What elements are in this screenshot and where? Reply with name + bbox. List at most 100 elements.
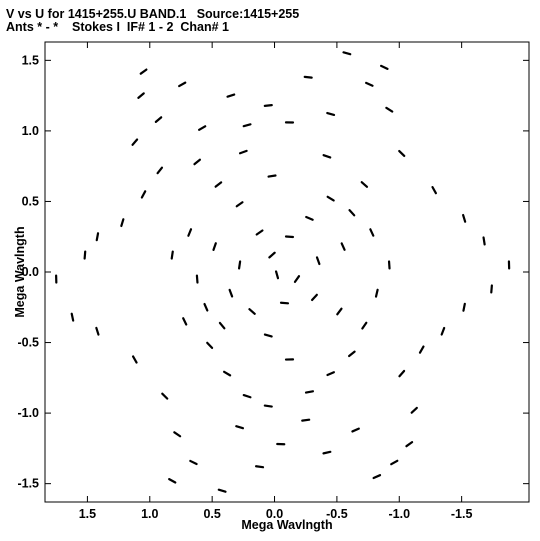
uv-point	[263, 333, 273, 338]
uv-point	[490, 284, 493, 294]
uv-point	[237, 260, 242, 270]
uv-point	[360, 181, 369, 188]
uv-point	[187, 228, 193, 237]
uv-point	[140, 190, 147, 199]
uv-point	[462, 302, 466, 312]
uv-point	[369, 228, 375, 237]
uv-point	[255, 229, 264, 236]
y-tick-label: -1.5	[17, 477, 39, 491]
plot-subtitle: Ants * - * Stokes I IF# 1 - 2 Chan# 1	[6, 20, 229, 34]
uv-point	[348, 350, 356, 358]
uv-point	[374, 288, 379, 298]
uv-point	[139, 68, 148, 75]
uv-point	[462, 213, 467, 223]
x-tick-label: -1.0	[388, 507, 410, 521]
uv-point	[267, 174, 277, 178]
plot-title: V vs U for 1415+255.U BAND.1 Source:1415…	[6, 7, 300, 21]
uv-point	[226, 93, 236, 98]
uv-point	[365, 81, 374, 87]
uv-point	[336, 307, 343, 316]
uv-point	[189, 459, 198, 466]
uv-point	[161, 392, 169, 400]
uv-point	[315, 256, 321, 266]
uv-point	[263, 104, 273, 107]
uv-point	[310, 293, 318, 302]
uv-point	[154, 116, 163, 123]
y-tick-label: 0.5	[22, 194, 39, 208]
uv-point	[304, 390, 314, 394]
uv-point	[342, 51, 352, 56]
uv-point	[398, 149, 406, 158]
axis-tick-labels: 1.5 1.0 0.5 0.0 -0.5 -1.0 -1.5 1.5 1.0 0.5 0.0 -0.5…	[17, 53, 472, 521]
uv-point	[173, 431, 182, 438]
uv-point	[131, 138, 139, 146]
uv-point	[303, 75, 313, 79]
uv-point	[380, 64, 389, 71]
uv-point	[137, 92, 145, 99]
uv-point	[301, 418, 311, 422]
uv-point	[398, 369, 406, 378]
uv-point	[182, 317, 188, 326]
uv-point	[212, 242, 217, 252]
uv-point	[95, 232, 100, 242]
uv-point	[170, 250, 174, 260]
uv-point	[168, 478, 177, 484]
uv-point	[279, 301, 290, 305]
uv-point	[372, 474, 382, 480]
uv-point	[214, 181, 223, 188]
x-tick-label: -1.5	[451, 507, 473, 521]
uv-point	[218, 321, 226, 330]
y-tick-label: 0.0	[22, 265, 39, 279]
uv-point	[268, 251, 276, 259]
uv-point	[293, 275, 301, 284]
x-axis-label: Mega Wavlngth	[241, 518, 332, 532]
y-tick-label: -1.0	[17, 406, 39, 420]
uv-point	[223, 370, 232, 377]
uv-point	[263, 404, 273, 408]
uv-point	[348, 209, 356, 217]
uv-point	[193, 158, 201, 166]
uv-point	[440, 326, 446, 336]
uv-point	[228, 288, 234, 298]
uv-point	[322, 450, 332, 455]
uv-point	[254, 465, 265, 469]
uv-point	[410, 406, 418, 414]
uv-point	[156, 166, 164, 175]
uv-point	[326, 371, 335, 377]
uv-point	[131, 355, 138, 364]
uv-point	[340, 242, 346, 251]
y-tick-label: 1.0	[22, 124, 39, 138]
uv-point	[178, 81, 187, 88]
uv-point	[83, 250, 87, 260]
uv-point	[390, 459, 399, 466]
uv-point	[385, 106, 394, 113]
uv-point	[235, 425, 245, 430]
uv-point	[274, 270, 280, 280]
uv-point	[238, 149, 248, 155]
uv-point	[242, 123, 252, 128]
uv-point	[203, 302, 209, 312]
uv-point	[235, 201, 244, 208]
x-tick-label: 1.5	[79, 507, 96, 521]
uv-point	[70, 312, 75, 322]
x-tick-label: 1.0	[141, 507, 158, 521]
uv-point	[217, 488, 227, 493]
data-points	[55, 51, 511, 493]
uv-point	[195, 274, 199, 284]
x-tick-label: 0.0	[266, 507, 283, 521]
y-tick-label: -0.5	[17, 336, 39, 350]
uv-point	[351, 427, 360, 433]
uv-point	[482, 236, 486, 246]
x-tick-label: -0.5	[326, 507, 348, 521]
y-axis-label: Mega Wavlngth	[13, 226, 27, 317]
uv-point	[305, 215, 314, 221]
uv-point	[418, 345, 425, 354]
plot-frame	[44, 41, 530, 503]
uv-point	[322, 154, 332, 159]
uv-point	[431, 186, 437, 195]
uv-point	[326, 111, 336, 116]
uv-point	[120, 218, 125, 228]
uv-point	[405, 441, 414, 448]
uv-point	[242, 394, 252, 399]
